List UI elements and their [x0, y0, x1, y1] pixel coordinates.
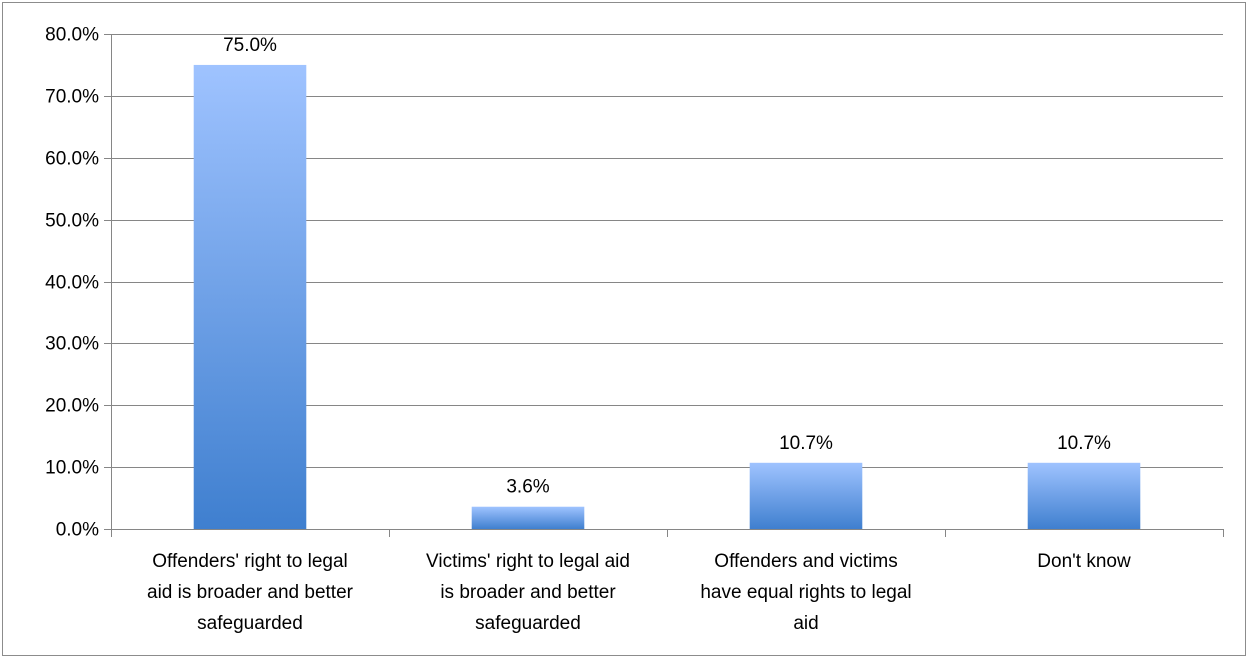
bar — [193, 64, 307, 529]
y-tick-label: 40.0% — [45, 273, 99, 294]
data-label: 3.6% — [506, 477, 549, 498]
x-axis-categories: Offenders' right to legal aid is broader … — [147, 551, 1131, 634]
data-label: 10.7% — [779, 433, 833, 454]
y-tick-label: 0.0% — [56, 520, 99, 541]
y-tick-label: 70.0% — [45, 87, 99, 108]
y-tick-label: 80.0% — [45, 25, 99, 46]
data-label: 75.0% — [223, 35, 277, 56]
y-tick-label: 50.0% — [45, 211, 99, 232]
x-category-label: Offenders' right to legal aid is broader … — [147, 551, 354, 634]
y-axis-ticks: 0.0% 10.0% 20.0% 30.0% 40.0% 50.0% 60.0% 70.0% 8… — [45, 25, 99, 541]
data-labels: 75.0% 3.6% 10.7% 10.7% — [223, 35, 1111, 498]
data-label: 10.7% — [1057, 433, 1111, 454]
bar-chart: 0.0% 10.0% 20.0% 30.0% 40.0% 50.0% 60.0% 70.0% 8… — [45, 25, 1224, 634]
bars — [193, 64, 1141, 529]
bar — [1027, 462, 1141, 529]
y-tick-label: 60.0% — [45, 149, 99, 170]
bar — [471, 506, 585, 529]
x-category-label: Victims' right to legal aid is broader an… — [426, 551, 630, 634]
y-tick-label: 30.0% — [45, 334, 99, 355]
bar — [749, 462, 863, 529]
x-category-label: Don't know — [1037, 551, 1131, 572]
y-tick-label: 10.0% — [45, 458, 99, 479]
y-tick-label: 20.0% — [45, 396, 99, 417]
x-category-label: Offenders and victims have equal rights t… — [700, 551, 911, 634]
